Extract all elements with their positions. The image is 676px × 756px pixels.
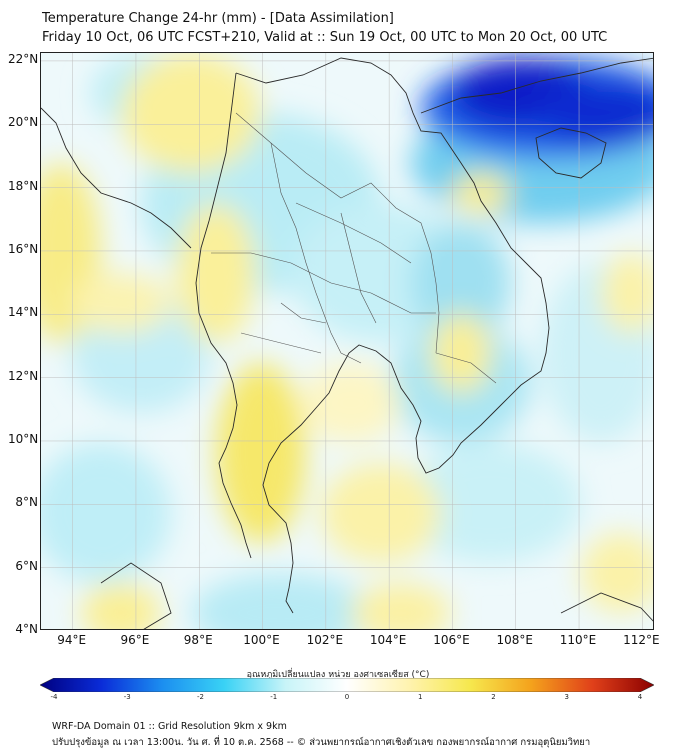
country-borders	[211, 112, 497, 384]
colorbar-tick-label: -3	[123, 693, 131, 701]
footer-update-info: ปรับปรุงข้อมูล ณ เวลา 13:00น. วัน ศ. ที่…	[52, 737, 591, 748]
map-area[interactable]	[40, 52, 654, 630]
temperature-field	[41, 53, 653, 629]
colorbar-tick-label: 3	[564, 693, 569, 701]
graticule	[41, 53, 653, 629]
lat-tick-label: 12°N	[8, 368, 39, 383]
lat-tick-label: 14°N	[8, 305, 39, 320]
lon-tick-label: 104°E	[369, 633, 407, 647]
lon-tick-label: 94°E	[57, 633, 87, 647]
lat-tick-label: 10°N	[8, 431, 39, 446]
chart-title: Temperature Change 24-hr (mm) - [Data As…	[42, 11, 394, 26]
colorbar-bar	[40, 678, 654, 692]
lon-tick-label: 100°E	[243, 633, 280, 647]
lon-tick-label: 106°E	[433, 633, 470, 647]
colorbar-tick-label: 0	[344, 693, 350, 701]
colorbar-tick-label: 1	[418, 693, 423, 701]
colorbar-tick-label: -2	[197, 693, 204, 701]
colorbar-tick-label: -4	[50, 693, 58, 701]
colorbar-tick-label: 4	[637, 693, 643, 701]
lat-tick-label: 16°N	[8, 241, 39, 256]
coastlines	[41, 57, 653, 629]
colorbar-tick-label: -1	[270, 693, 278, 701]
lat-tick-label: 18°N	[8, 178, 39, 193]
lon-tick-label: 110°E	[559, 633, 597, 647]
lon-tick-label: 108°E	[496, 633, 533, 647]
lat-tick-label: 20°N	[8, 115, 39, 130]
lon-tick-label: 102°E	[306, 633, 344, 647]
colorbar-tick-label: 2	[491, 693, 496, 701]
footer-model-info: WRF-DA Domain 01 :: Grid Resolution 9km …	[52, 721, 287, 732]
colorbar	[40, 678, 654, 692]
lon-tick-label: 112°E	[623, 633, 660, 647]
lon-tick-label: 96°E	[120, 633, 150, 647]
lat-tick-label: 8°N	[15, 495, 38, 510]
lat-tick-label: 4°N	[15, 622, 38, 636]
map-canvas	[41, 53, 653, 629]
colorbar-label: อุณหภูมิเปลี่ยนแปลง หน่วย องศาเซลเซียส (…	[246, 670, 430, 680]
lat-tick-label: 6°N	[15, 558, 38, 573]
lon-tick-label: 98°E	[183, 633, 213, 647]
chart-subtitle: Friday 10 Oct, 06 UTC FCST+210, Valid at…	[42, 30, 608, 45]
lat-tick-label: 22°N	[8, 51, 39, 66]
